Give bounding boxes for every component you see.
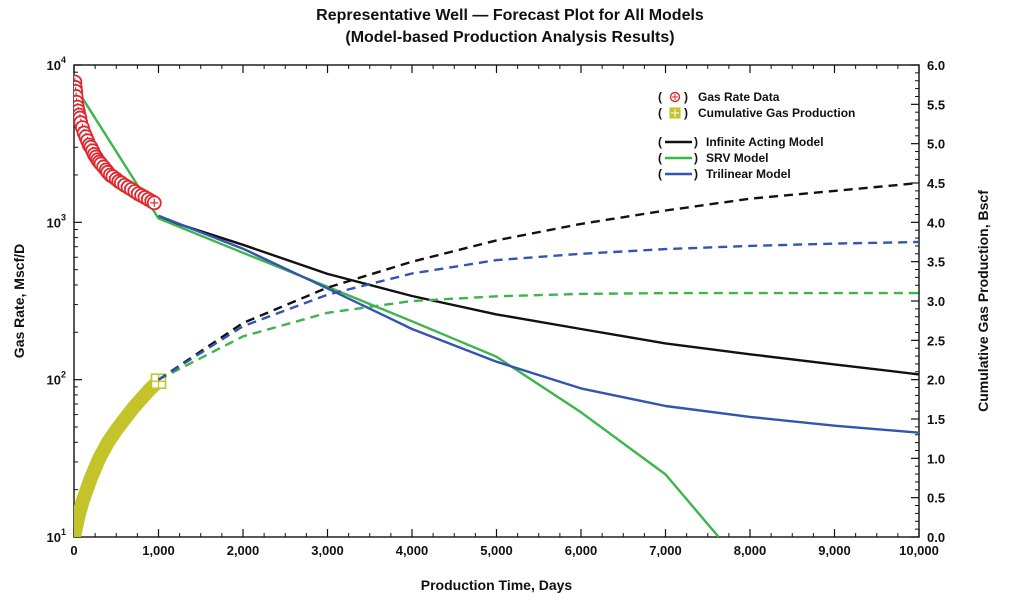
- legend-paren-close: ): [694, 151, 698, 165]
- y-right-tick-label: 1.5: [927, 412, 945, 427]
- chart-title: Representative Well — Forecast Plot for …: [316, 7, 704, 24]
- y-right-tick-label: 4.0: [927, 215, 945, 230]
- y-right-tick-label: 3.5: [927, 255, 945, 270]
- y-left-axis-title: Gas Rate, Mscf/D: [11, 244, 27, 358]
- y-right-tick-label: 4.5: [927, 176, 945, 191]
- legend-paren-open: (: [658, 106, 662, 120]
- infinite-acting-model-cumulative-forecast-line: [157, 181, 919, 381]
- y-right-tick-label: 3.0: [927, 294, 945, 309]
- legend-paren-close: ): [684, 106, 688, 120]
- x-tick-label: 4,000: [396, 543, 429, 558]
- y-left-tick-label: 103: [47, 212, 66, 230]
- y-left-tick-exponent: 4: [61, 55, 66, 65]
- legend-paren-close: ): [694, 135, 698, 149]
- x-tick-label: 0: [70, 543, 77, 558]
- x-tick-label: 3,000: [311, 543, 344, 558]
- y-left-tick-exponent: 1: [61, 527, 66, 537]
- y-left-tick-exponent: 2: [61, 370, 66, 380]
- y-right-axis-title: Cumulative Gas Production, Bscf: [975, 190, 991, 412]
- x-tick-label: 5,000: [480, 543, 513, 558]
- x-axis-title: Production Time, Days: [421, 577, 573, 593]
- y-left-tick-label: 101: [47, 527, 66, 545]
- x-tick-label: 2,000: [227, 543, 260, 558]
- trilinear-model-line: [158, 214, 919, 434]
- legend-label: Infinite Acting Model: [706, 135, 824, 149]
- legend-paren-close: ): [684, 90, 688, 104]
- y-right-tick-label: 0.5: [927, 491, 945, 506]
- cumulative-gas-production-band: [74, 374, 166, 537]
- y-left-tick-base: 10: [47, 58, 61, 73]
- legend-paren-close: ): [694, 167, 698, 181]
- x-tick-label: 7,000: [649, 543, 682, 558]
- trilinear-model-cumulative-forecast-line: [157, 240, 919, 381]
- y-right-tick-label: 0.0: [927, 530, 945, 545]
- legend-entry: [669, 91, 681, 103]
- y-right-tick-label: 6.0: [927, 58, 945, 73]
- y-right-tick-label: 1.0: [927, 451, 945, 466]
- legend-paren-open: (: [658, 167, 662, 181]
- gas-rate-data-point: [146, 195, 162, 211]
- y-left-tick-exponent: 3: [61, 212, 66, 222]
- y-right-tick-label: 5.5: [927, 97, 945, 112]
- x-tick-label: 8,000: [734, 543, 767, 558]
- y-right-tick-label: 5.0: [927, 137, 945, 152]
- legend-label: Trilinear Model: [706, 167, 791, 181]
- y-right-tick-label: 2.5: [927, 333, 945, 348]
- legend-paren-open: (: [658, 151, 662, 165]
- legend-entry: [669, 107, 681, 119]
- infinite-acting-model-line: [157, 214, 919, 376]
- y-right-tick-label: 2.0: [927, 373, 945, 388]
- chart-subtitle: (Model-based Production Analysis Results…: [345, 29, 675, 46]
- legend-label: Cumulative Gas Production: [698, 106, 855, 120]
- legend-label: SRV Model: [706, 151, 768, 165]
- x-tick-label: 10,000: [899, 543, 939, 558]
- x-tick-label: 1,000: [142, 543, 175, 558]
- legend-paren-open: (: [658, 135, 662, 149]
- legend-label: Gas Rate Data: [698, 90, 780, 104]
- y-left-tick-label: 102: [47, 370, 66, 388]
- x-tick-label: 6,000: [565, 543, 598, 558]
- y-left-tick-base: 10: [47, 215, 61, 230]
- srv-model-line: [74, 84, 720, 537]
- y-left-tick-base: 10: [47, 530, 61, 545]
- x-tick-label: 9,000: [818, 543, 851, 558]
- plot-area: [74, 74, 919, 537]
- y-left-tick-base: 10: [47, 373, 61, 388]
- srv-model-cumulative-forecast-line: [157, 291, 919, 381]
- y-left-tick-label: 104: [47, 55, 66, 73]
- legend-paren-open: (: [658, 90, 662, 104]
